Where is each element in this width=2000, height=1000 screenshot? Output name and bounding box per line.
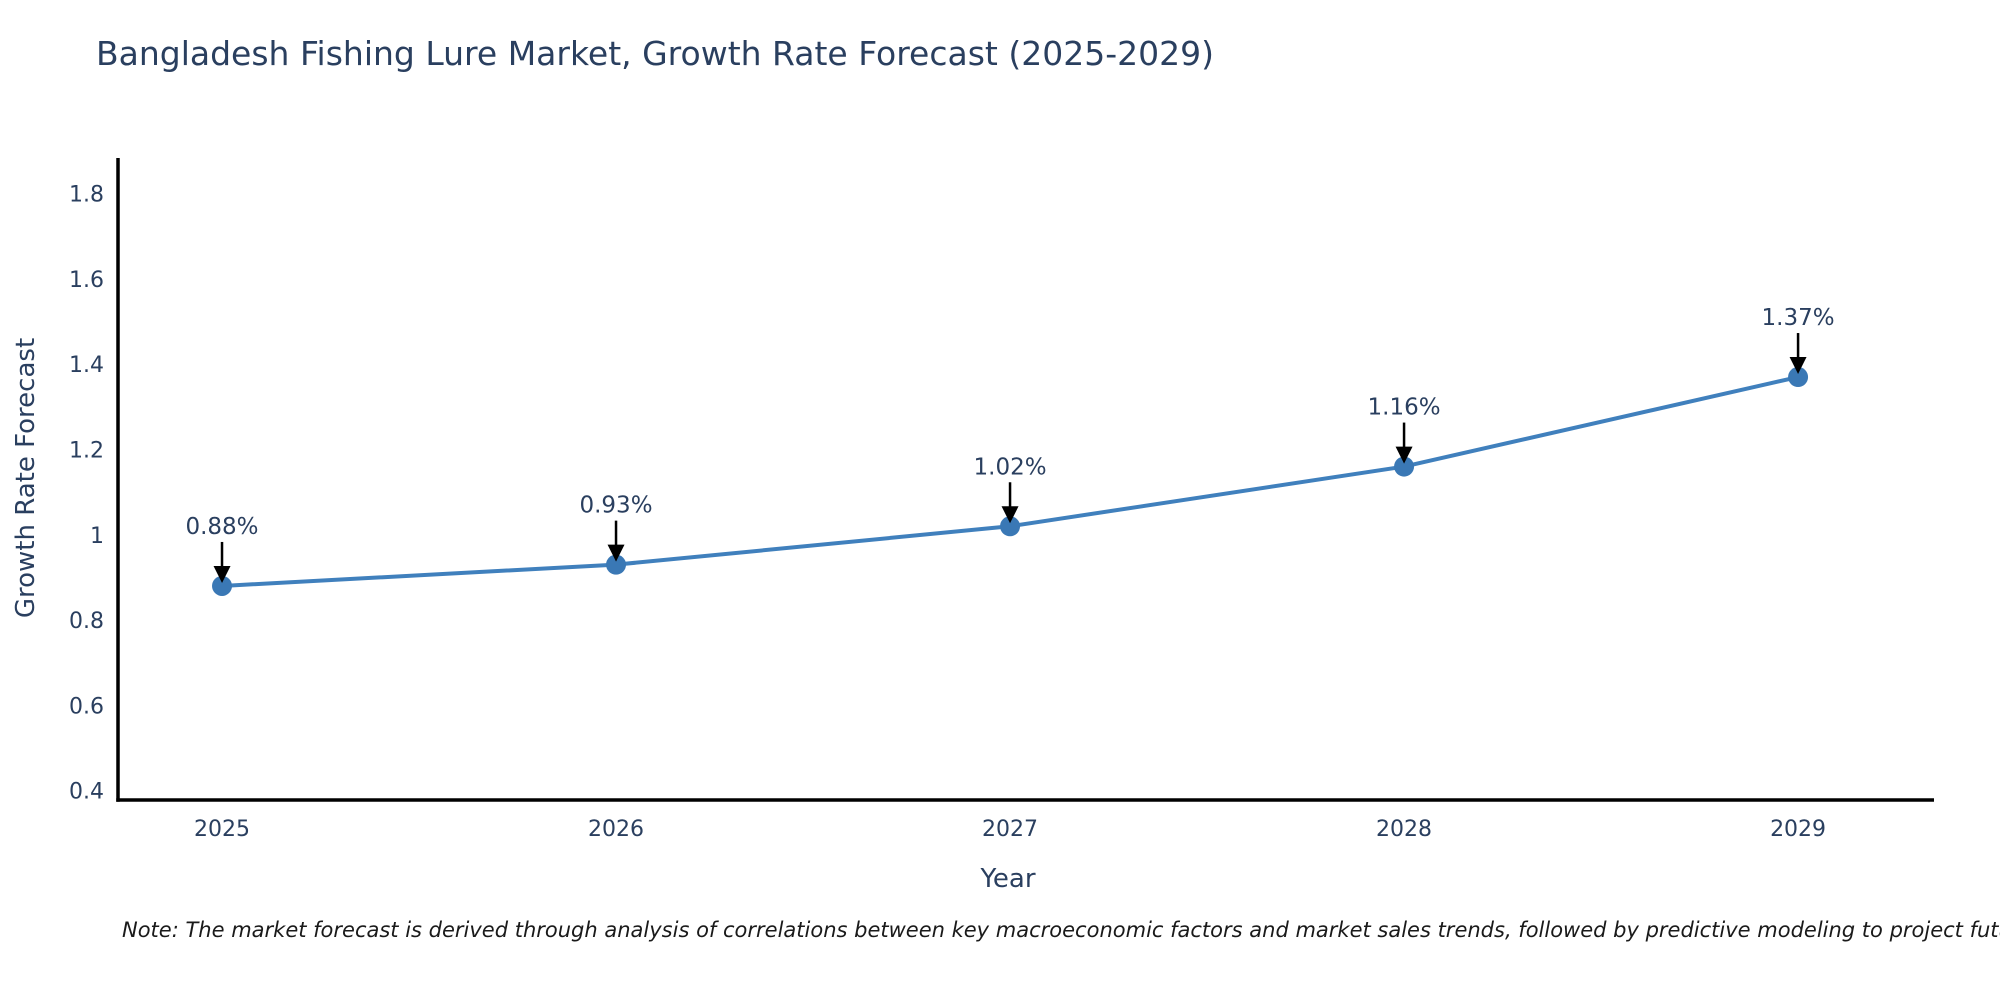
x-tick-label: 2025: [194, 817, 250, 842]
x-tick-label: 2026: [588, 817, 644, 842]
y-tick-label: 1.2: [69, 439, 104, 464]
y-tick-label: 0.6: [69, 694, 104, 719]
annotation-label: 1.16%: [1368, 395, 1441, 421]
plot-area: 0.4 0.6 0.8 1 1.2 1.4 1.6 1.8 2025 2026 2027 2028 20…: [69, 158, 1934, 842]
annotation-label: 0.88%: [185, 514, 258, 540]
x-axis-title: Year: [979, 864, 1035, 894]
y-tick-label: 0.4: [69, 780, 104, 805]
annotation-label: 1.02%: [974, 454, 1047, 480]
y-axis-title: Growth Rate Forecast: [11, 338, 41, 618]
annotation-arrowhead: [213, 565, 231, 583]
data-point: [1788, 367, 1809, 388]
annotation-arrowhead: [607, 544, 625, 562]
annotation-arrowhead: [1395, 446, 1413, 464]
y-tick-label: 0.8: [69, 609, 104, 634]
data-point: [1394, 456, 1415, 477]
data-point: [1000, 516, 1021, 537]
annotation-label: 1.37%: [1762, 305, 1835, 331]
annotation-arrowhead: [1789, 357, 1807, 375]
annotation-label: 0.93%: [579, 493, 652, 519]
y-tick-label: 1.4: [69, 353, 104, 378]
x-tick-label: 2029: [1770, 817, 1826, 842]
chart-title: Bangladesh Fishing Lure Market, Growth R…: [96, 34, 1214, 73]
data-point: [212, 575, 233, 596]
data-point: [606, 554, 627, 575]
chart-footnote: Note: The market forecast is derived thr…: [122, 918, 2000, 942]
x-tick-label: 2027: [982, 817, 1038, 842]
annotation-arrowhead: [1001, 506, 1019, 524]
data-line: [220, 375, 1801, 588]
x-tick-label: 2028: [1376, 817, 1432, 842]
y-tick-label: 1: [90, 524, 104, 549]
y-tick-label: 1.8: [69, 183, 104, 208]
y-tick-label: 1.6: [69, 268, 104, 293]
